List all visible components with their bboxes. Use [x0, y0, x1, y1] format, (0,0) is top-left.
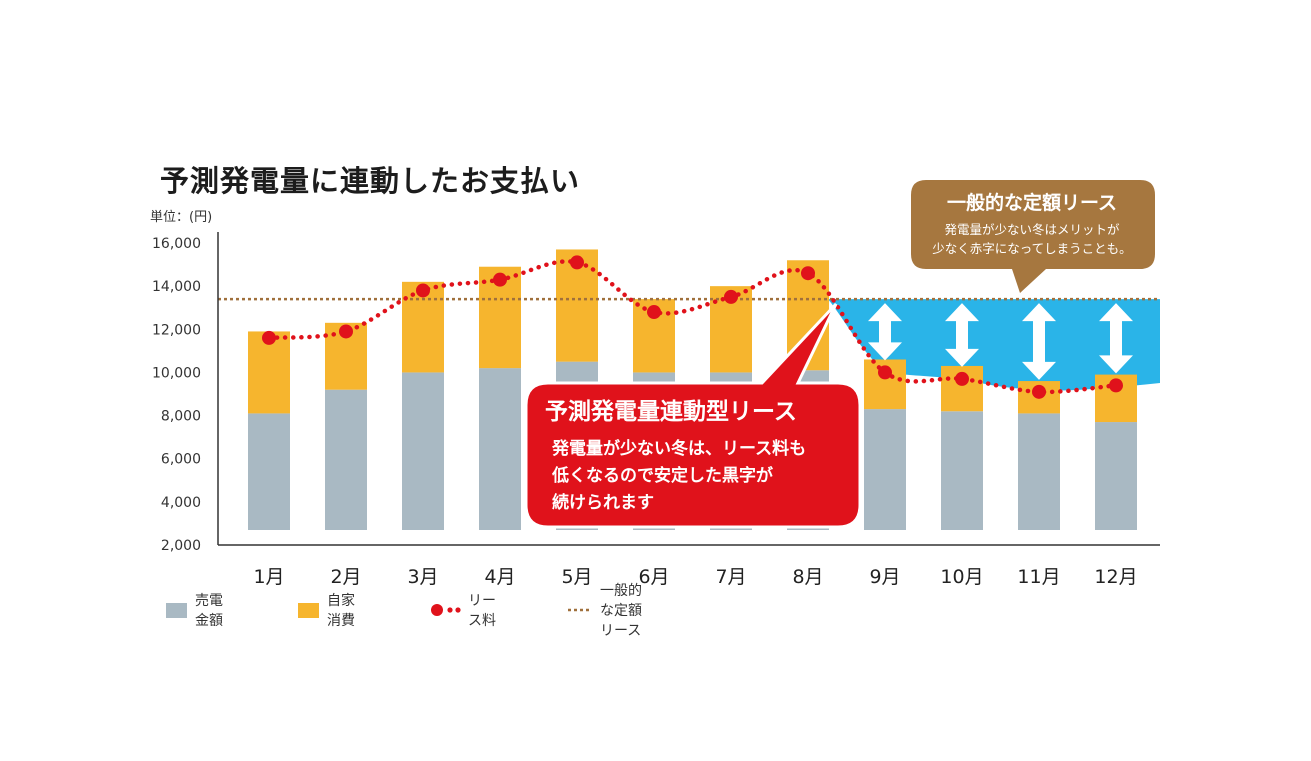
callout-variable-bubble [524, 302, 862, 529]
callout-variable-line: 発電量が少ない冬は、リース料も [552, 439, 807, 459]
y-tick-label: 14,000 [152, 279, 201, 295]
lease-point [1032, 384, 1046, 399]
lease-point [801, 266, 815, 281]
bar-sales [402, 372, 444, 530]
lease-point [570, 255, 584, 270]
bar-self-consumption [248, 331, 290, 414]
legend-item-self: 自家消費 [298, 593, 358, 629]
bar-sales [864, 409, 906, 530]
y-tick-label: 2,000 [161, 538, 201, 554]
x-tick-label: 4月 [484, 566, 515, 588]
lease-point [493, 272, 507, 287]
legend-item-sales: 売電金額 [166, 593, 226, 629]
callout-fixed-line: 発電量が少ない冬はメリットが [944, 222, 1120, 237]
x-tick-label: 1月 [253, 566, 284, 588]
lease-point [724, 289, 738, 304]
callout-variable-body: 発電量が少ない冬は、リース料も 低くなるので安定した黒字が 続けられます [552, 436, 852, 517]
x-tick-label: 9月 [869, 566, 900, 588]
bar-sales [479, 368, 521, 530]
difference-arrow-icon [1022, 303, 1056, 380]
callout-variable-title: 予測発電量連動型リース [545, 399, 797, 425]
lease-point [416, 283, 430, 298]
bar-sales [1018, 413, 1060, 530]
legend-item-reference: 一般的な定額リース [568, 583, 650, 639]
bar-sales [941, 411, 983, 530]
x-tick-label: 2月 [330, 566, 361, 588]
x-tick-label: 6月 [638, 566, 669, 588]
unit-label: 単位：(円) [150, 210, 213, 225]
legend-label-lease: リース料 [467, 593, 496, 629]
legend-swatch-self [298, 602, 320, 618]
legend-swatch-lease [431, 604, 461, 616]
x-tick-label: 8月 [792, 566, 823, 588]
x-tick-label: 3月 [407, 566, 438, 588]
lease-point [955, 371, 969, 386]
legend-label-self: 自家消費 [327, 593, 356, 629]
x-tick-label: 7月 [715, 566, 746, 588]
difference-arrow-icon [868, 303, 902, 361]
legend-item-lease: リース料 [430, 593, 502, 629]
lease-point [878, 365, 892, 380]
lease-point [1109, 378, 1123, 393]
bar-sales [1095, 422, 1137, 530]
y-tick-label: 10,000 [152, 365, 201, 381]
legend-swatch-sales [166, 602, 188, 618]
x-tick-label: 5月 [561, 566, 592, 588]
callout-fixed-line: 少なく赤字になってしまうことも。 [932, 241, 1132, 256]
lease-point [647, 305, 661, 320]
difference-arrow-icon [1099, 303, 1133, 374]
y-tick-label: 12,000 [152, 322, 201, 338]
y-tick-label: 4,000 [161, 495, 201, 511]
chart-title: 予測発電量に連動したお支払い [160, 164, 581, 198]
x-tick-label: 12月 [1094, 566, 1137, 588]
x-tick-label: 11月 [1017, 566, 1060, 588]
callout-fixed-bubble [911, 180, 1155, 293]
difference-arrow-icon [945, 303, 979, 367]
legend-label-reference: 一般的な定額リース [599, 583, 642, 639]
legend-label-sales: 売電金額 [195, 593, 224, 629]
y-tick-label: 8,000 [161, 409, 201, 425]
bar-sales [325, 389, 367, 530]
callout-fixed-body: 発電量が少ない冬はメリットが 少なく赤字になってしまうことも。 [912, 220, 1152, 258]
callout-variable-line: 続けられます [552, 493, 654, 513]
lease-point [262, 330, 276, 345]
y-tick-label: 16,000 [152, 236, 201, 252]
lease-point [339, 324, 353, 339]
x-tick-label: 10月 [940, 566, 983, 588]
legend-swatch-reference [568, 608, 592, 612]
bar-sales [248, 413, 290, 530]
callout-variable-line: 低くなるので安定した黒字が [552, 466, 773, 486]
loss-area-shade [828, 299, 1160, 391]
y-tick-label: 6,000 [161, 452, 201, 468]
callout-fixed-title: 一般的な定額リース [946, 192, 1118, 214]
